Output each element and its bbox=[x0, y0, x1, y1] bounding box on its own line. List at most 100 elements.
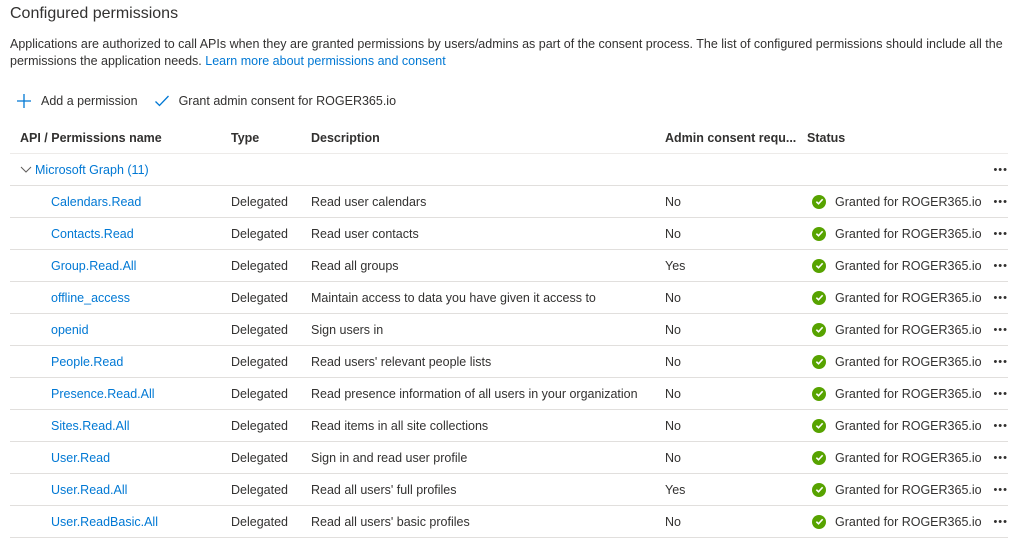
page-title: Configured permissions bbox=[10, 5, 179, 22]
status-text: Granted for ROGER365.io bbox=[835, 354, 982, 369]
permission-description: Read items in all site collections bbox=[311, 418, 489, 433]
permission-link[interactable]: openid bbox=[51, 322, 89, 337]
more-options-icon[interactable]: ••• bbox=[993, 323, 1008, 336]
admin-consent-required: No bbox=[665, 290, 681, 305]
status-text: Granted for ROGER365.io bbox=[835, 418, 982, 433]
group-toggle[interactable]: Microsoft Graph (11) bbox=[10, 163, 978, 177]
permission-link[interactable]: People.Read bbox=[51, 354, 124, 369]
status-text: Granted for ROGER365.io bbox=[835, 450, 982, 465]
table-row: openid Delegated Sign users in No Grante… bbox=[10, 314, 1008, 346]
status: Granted for ROGER365.io bbox=[797, 258, 982, 273]
table-row: User.ReadBasic.All Delegated Read all us… bbox=[10, 506, 1008, 538]
admin-consent-required: Yes bbox=[665, 258, 686, 273]
permission-type: Delegated bbox=[231, 258, 288, 273]
plus-icon bbox=[17, 94, 31, 108]
permission-type: Delegated bbox=[231, 450, 288, 465]
add-permission-label: Add a permission bbox=[41, 94, 138, 108]
more-options-icon[interactable]: ••• bbox=[993, 515, 1008, 528]
admin-consent-required: Yes bbox=[665, 482, 686, 497]
status: Granted for ROGER365.io bbox=[797, 226, 982, 241]
more-options-icon[interactable]: ••• bbox=[993, 419, 1008, 432]
learn-more-link[interactable]: Learn more about permissions and consent bbox=[205, 54, 446, 68]
more-options-icon[interactable]: ••• bbox=[993, 259, 1008, 272]
table-row: Calendars.Read Delegated Read user calen… bbox=[10, 186, 1008, 218]
status: Granted for ROGER365.io bbox=[797, 290, 982, 305]
permission-link[interactable]: offline_access bbox=[51, 290, 130, 305]
status-text: Granted for ROGER365.io bbox=[835, 258, 982, 273]
status: Granted for ROGER365.io bbox=[797, 322, 982, 337]
permission-type: Delegated bbox=[231, 290, 288, 305]
check-circle-icon bbox=[812, 514, 826, 529]
status-text: Granted for ROGER365.io bbox=[835, 322, 982, 337]
status: Granted for ROGER365.io bbox=[797, 194, 982, 209]
table-row: Presence.Read.All Delegated Read presenc… bbox=[10, 378, 1008, 410]
check-circle-icon bbox=[812, 258, 826, 273]
status-text: Granted for ROGER365.io bbox=[835, 514, 982, 529]
status-text: Granted for ROGER365.io bbox=[835, 482, 982, 497]
permission-link[interactable]: Contacts.Read bbox=[51, 226, 134, 241]
grant-admin-consent-button[interactable]: Grant admin consent for ROGER365.io bbox=[154, 93, 396, 109]
permission-description: Read users' relevant people lists bbox=[311, 354, 492, 369]
add-permission-button[interactable]: Add a permission bbox=[16, 93, 138, 109]
grant-admin-consent-label: Grant admin consent for ROGER365.io bbox=[178, 94, 397, 108]
permission-link[interactable]: Presence.Read.All bbox=[51, 386, 155, 401]
permission-description: Sign in and read user profile bbox=[311, 450, 468, 465]
status-text: Granted for ROGER365.io bbox=[835, 194, 982, 209]
more-options-icon[interactable]: ••• bbox=[993, 291, 1008, 304]
column-header-admin-consent[interactable]: Admin consent requ... bbox=[665, 130, 797, 145]
permission-link[interactable]: User.Read bbox=[51, 450, 111, 465]
check-circle-icon bbox=[812, 450, 826, 465]
check-circle-icon bbox=[812, 322, 826, 337]
more-options-icon[interactable]: ••• bbox=[993, 195, 1008, 208]
more-options-icon[interactable]: ••• bbox=[993, 227, 1008, 240]
admin-consent-required: No bbox=[665, 418, 681, 433]
more-options-icon[interactable]: ••• bbox=[993, 451, 1008, 464]
table-row: Sites.Read.All Delegated Read items in a… bbox=[10, 410, 1008, 442]
check-circle-icon bbox=[812, 354, 826, 369]
more-options-icon[interactable]: ••• bbox=[993, 387, 1008, 400]
status: Granted for ROGER365.io bbox=[797, 450, 982, 465]
permission-description: Read user contacts bbox=[311, 226, 419, 241]
permission-link[interactable]: Calendars.Read bbox=[51, 194, 142, 209]
permission-type: Delegated bbox=[231, 482, 288, 497]
table-row: People.Read Delegated Read users' releva… bbox=[10, 346, 1008, 378]
table-row: User.Read.All Delegated Read all users' … bbox=[10, 474, 1008, 506]
check-circle-icon bbox=[812, 418, 826, 433]
permission-type: Delegated bbox=[231, 194, 288, 209]
checkmark-icon bbox=[154, 95, 169, 107]
column-header-type[interactable]: Type bbox=[231, 130, 260, 145]
table-row: offline_access Delegated Maintain access… bbox=[10, 282, 1008, 314]
status: Granted for ROGER365.io bbox=[797, 354, 982, 369]
permission-description: Sign users in bbox=[311, 322, 384, 337]
permission-description: Read all groups bbox=[311, 258, 399, 273]
group-label: Microsoft Graph (11) bbox=[35, 162, 149, 177]
admin-consent-required: No bbox=[665, 226, 681, 241]
column-header-status[interactable]: Status bbox=[807, 130, 846, 145]
more-options-icon[interactable]: ••• bbox=[993, 483, 1008, 496]
permission-type: Delegated bbox=[231, 354, 288, 369]
permission-type: Delegated bbox=[231, 322, 288, 337]
status-text: Granted for ROGER365.io bbox=[835, 226, 982, 241]
permission-description: Read user calendars bbox=[311, 194, 427, 209]
permission-link[interactable]: User.ReadBasic.All bbox=[51, 514, 158, 529]
toolbar: Add a permission Grant admin consent for… bbox=[16, 93, 412, 109]
more-options-icon[interactable]: ••• bbox=[993, 355, 1008, 368]
page-description: Applications are authorized to call APIs… bbox=[10, 36, 1010, 70]
status: Granted for ROGER365.io bbox=[797, 418, 982, 433]
check-circle-icon bbox=[812, 194, 826, 209]
column-header-name[interactable]: API / Permissions name bbox=[20, 130, 162, 145]
permission-description: Read all users' full profiles bbox=[311, 482, 457, 497]
group-row: Microsoft Graph (11) ••• bbox=[10, 154, 1008, 186]
permission-link[interactable]: User.Read.All bbox=[51, 482, 128, 497]
permission-description: Read presence information of all users i… bbox=[311, 386, 638, 401]
column-header-description[interactable]: Description bbox=[311, 130, 380, 145]
permissions-table: API / Permissions name Type Description … bbox=[10, 122, 1008, 538]
permission-link[interactable]: Group.Read.All bbox=[51, 258, 137, 273]
more-options-icon[interactable]: ••• bbox=[993, 163, 1008, 176]
permission-link[interactable]: Sites.Read.All bbox=[51, 418, 130, 433]
permission-type: Delegated bbox=[231, 514, 288, 529]
admin-consent-required: No bbox=[665, 194, 681, 209]
permission-type: Delegated bbox=[231, 226, 288, 241]
description-text: Applications are authorized to call APIs… bbox=[10, 37, 1003, 68]
check-circle-icon bbox=[812, 226, 826, 241]
